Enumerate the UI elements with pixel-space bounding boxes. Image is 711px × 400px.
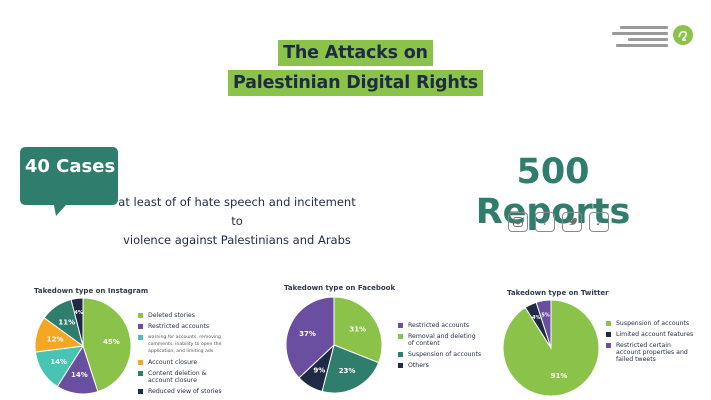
instagram-chart-title: Takedown type on Instagram [34, 287, 149, 295]
cases-description-line-1: at least of of hate speech and incitemen… [118, 195, 356, 228]
instagram-icon [508, 212, 528, 232]
twitter-icon [562, 212, 582, 232]
legend-swatch [138, 324, 143, 329]
legend-label: Restricted accounts [408, 322, 470, 329]
legend-swatch [138, 335, 143, 340]
legend-swatch [398, 352, 403, 357]
pie-label-restricted-accounts: 37% [299, 330, 316, 338]
pie-label-removal-and-deleting-of-content: 31% [349, 325, 366, 333]
instagram-pie-chart: 45% 14% 14% 12% 11% 4% [34, 297, 132, 395]
legend-item-others: Others [398, 362, 482, 369]
organization-logo [612, 24, 694, 52]
legend-item-limited-account-features: Limited account features [606, 331, 696, 338]
cases-count: 40 Cases [24, 156, 116, 177]
legend-label: Reduced view of stories [148, 388, 222, 395]
facebook-chart-title: Takedown type on Facebook [284, 284, 396, 292]
legend-swatch [138, 360, 143, 365]
legend-item-removal-and-deleting-of-content: Removal and deleting of content [398, 333, 482, 347]
legend-item-reduced-view-of-stories: Reduced view of stories [138, 388, 230, 395]
pie-label-suspension-of-accounts: 91% [551, 372, 568, 380]
legend-item-warning-for-accounts-removing-comments-i: warning for accounts, removing comments,… [138, 334, 230, 355]
logo-text-lines [612, 26, 668, 50]
platform-icons: f ♪ [508, 212, 609, 232]
cases-description-line-2: violence against Palestinians and Arabs [123, 233, 351, 247]
pie-slice-restricted-certain-account-properties-an [535, 299, 552, 349]
legend-item-account-closure: Account closure [138, 359, 230, 366]
pie-slice-restricted-accounts [285, 296, 335, 379]
pie-slice-reduced-view-of-stories [70, 297, 84, 347]
tiktok-icon: ♪ [589, 212, 609, 232]
cases-speech-bubble [20, 147, 118, 216]
legend-swatch [138, 313, 143, 318]
legend-item-restricted-certain-account-properties-an: Restricted certain account properties an… [606, 342, 696, 363]
legend-item-deleted-stories: Deleted stories [138, 312, 230, 319]
legend-swatch [398, 323, 403, 328]
legend-label: Content deletion & account closure [148, 370, 207, 384]
legend-swatch [138, 389, 143, 394]
title-line-1: The Attacks on [278, 40, 433, 66]
legend-item-suspension-of-accounts: Suspension of accounts [398, 351, 482, 358]
legend-label: Others [408, 362, 429, 369]
pie-label-content-deletion-account-closure: 11% [58, 319, 75, 327]
pie-label-others: 9% [313, 366, 325, 374]
legend-swatch [138, 371, 143, 376]
pie-label-suspension-of-accounts: 23% [339, 367, 356, 375]
pie-slice-removal-and-deleting-of-content [333, 296, 383, 364]
pie-label-account-closure: 12% [47, 335, 64, 343]
legend-item-restricted-accounts: Restricted accounts [398, 322, 482, 329]
legend-label: Suspension of accounts [408, 351, 482, 358]
facebook-legend: Restricted accounts Removal and deleting … [398, 322, 482, 373]
legend-item-restricted-accounts: Restricted accounts [138, 323, 230, 330]
legend-label: Restricted certain account properties an… [616, 342, 688, 363]
legend-label: Removal and deleting of content [408, 333, 476, 347]
facebook-icon: f [535, 212, 555, 232]
legend-label: warning for accounts, removing comments,… [148, 335, 222, 354]
pie-label-limited-account-features: 4% [532, 315, 541, 321]
legend-swatch [606, 343, 611, 348]
pie-label-restricted-accounts: 14% [71, 371, 88, 379]
legend-label: Suspension of accounts [616, 320, 690, 327]
legend-label: Deleted stories [148, 312, 195, 319]
legend-item-content-deletion-account-closure: Content deletion & account closure [138, 370, 230, 384]
legend-swatch [398, 363, 403, 368]
title-line-2: Palestinian Digital Rights [228, 70, 483, 96]
facebook-pie-chart: 31% 23% 9% 37% [285, 296, 383, 394]
pie-label-deleted-stories: 45% [103, 338, 120, 346]
pie-label-warning-for-accounts-removing-comments-i: 14% [50, 358, 67, 366]
twitter-legend: Suspension of accounts Limited account fe… [606, 320, 696, 367]
instagram-legend: Deleted stories Restricted accounts warnin… [138, 312, 230, 399]
legend-label: Limited account features [616, 331, 694, 338]
twitter-chart-title: Takedown type on Twitter [507, 289, 609, 297]
legend-swatch [606, 321, 611, 326]
legend-label: Account closure [148, 359, 198, 366]
pie-slice-deleted-stories [82, 297, 132, 393]
cases-description: at least of of hate speech and incitemen… [112, 193, 362, 250]
page-title: The Attacks on Palestinian Digital Right… [0, 40, 711, 96]
pie-slice-suspension-of-accounts [321, 344, 380, 394]
pie-label-restricted-certain-account-properties-an: 5% [541, 312, 550, 318]
twitter-pie-chart: 91% 4% 5% [502, 299, 600, 397]
legend-swatch [606, 332, 611, 337]
legend-label: Restricted accounts [148, 323, 210, 330]
legend-item-suspension-of-accounts: Suspension of accounts [606, 320, 696, 327]
legend-swatch [398, 334, 403, 339]
logo-mark-icon [673, 25, 693, 45]
pie-label-reduced-view-of-stories: 4% [74, 310, 83, 316]
